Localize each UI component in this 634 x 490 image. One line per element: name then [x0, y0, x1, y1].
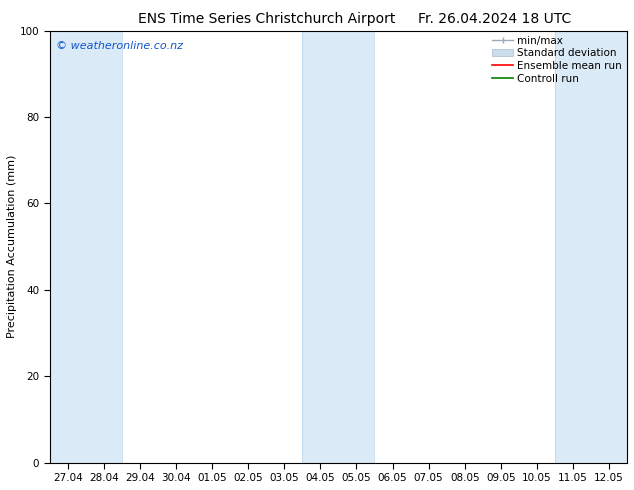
Bar [49, 30, 122, 463]
Text: ENS Time Series Christchurch Airport: ENS Time Series Christchurch Airport [138, 12, 395, 26]
Text: Fr. 26.04.2024 18 UTC: Fr. 26.04.2024 18 UTC [418, 12, 571, 26]
Bar [302, 30, 375, 463]
Legend: min/max, Standard deviation, Ensemble mean run, Controll run: min/max, Standard deviation, Ensemble me… [490, 34, 624, 86]
Text: © weatheronline.co.nz: © weatheronline.co.nz [56, 41, 183, 51]
Y-axis label: Precipitation Accumulation (mm): Precipitation Accumulation (mm) [7, 155, 17, 338]
Bar [555, 30, 627, 463]
